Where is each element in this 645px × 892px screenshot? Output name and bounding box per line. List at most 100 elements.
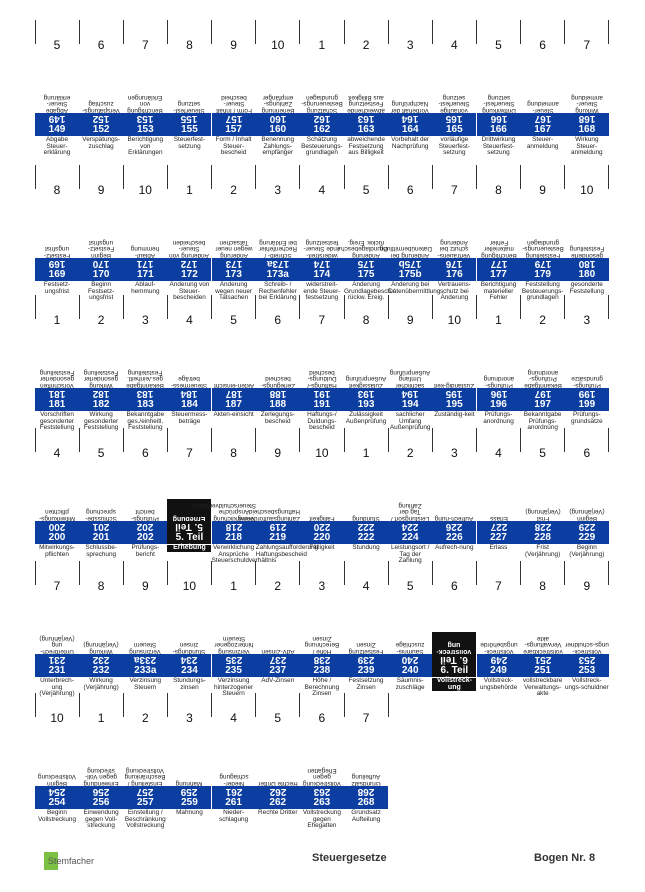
- cut-line: [476, 561, 477, 585]
- paragraph-code: 194: [388, 399, 433, 411]
- tab-number: 9: [406, 313, 414, 327]
- paragraph-code: 235: [211, 665, 256, 677]
- tab-number: 1: [53, 313, 61, 327]
- tab-number: 5: [362, 183, 370, 197]
- tab-number: 10: [580, 183, 594, 197]
- tab-cell: Zuständig-keit 195 195 Zuständig-keit: [432, 366, 477, 450]
- tab-number: 4: [362, 579, 370, 593]
- footer-title: Steuergesetze: [312, 852, 387, 864]
- cut-line: [122, 693, 124, 717]
- mirrored-code: 168: [564, 113, 609, 124]
- paragraph-label: widerstreit-ende Steuer-festsetzung: [303, 281, 341, 302]
- paragraph-code: 228: [520, 532, 565, 544]
- paragraph-label: Akten-einsicht: [213, 411, 254, 418]
- paragraph-code: 233a: [123, 665, 168, 677]
- cut-line: [34, 428, 36, 452]
- tab-number: 6: [406, 183, 414, 197]
- mirrored-code: 237: [255, 654, 300, 665]
- cut-line: [299, 693, 301, 717]
- mirrored-label: Änderung wegen neuer Tatsachen: [215, 238, 253, 259]
- mirrored-code: 174: [299, 258, 344, 269]
- cut-line: [431, 561, 433, 585]
- paragraph-code: 173: [211, 269, 256, 281]
- paragraph-label: Berichtigung materieller Fehler: [480, 281, 517, 302]
- tab-number: 7: [495, 579, 502, 593]
- paragraph-label: Prüfungs-bericht: [131, 544, 160, 558]
- mirrored-label: sachlicher Umfang Außenprüfung: [389, 368, 431, 389]
- cut-line: [387, 295, 389, 319]
- paragraph-code: 177: [476, 269, 521, 281]
- paragraph-code: 165: [432, 124, 477, 136]
- paragraph-label: Rechte Dritter: [258, 809, 298, 816]
- cut-line: [299, 165, 301, 189]
- tab-number: 9: [141, 579, 149, 593]
- paragraph-label: Vollstreck-ungs-schuldner: [564, 677, 609, 691]
- tab-number: 9: [274, 446, 282, 460]
- mirrored-code: 228: [520, 521, 565, 532]
- tab-number: 6: [141, 446, 149, 460]
- mirrored-code: 160: [255, 113, 300, 124]
- tab-number: 10: [50, 711, 64, 725]
- paragraph-label: Benennung Zahlungs-empfänger: [261, 136, 295, 157]
- paragraph-code: 227: [476, 532, 521, 544]
- paragraph-label: Einstellung / Beschränkung Vollstreckung: [124, 809, 166, 830]
- mirrored-label: Verzinsung hinterzogener Steuern: [214, 634, 254, 655]
- tab-cell: Akten-einsicht 187 187 Akten-einsicht: [211, 366, 256, 450]
- tab-cell: Mitwirkungs-pflichten 200 200 Mitwirkungs-p…: [35, 499, 79, 583]
- paragraph-label: Vollstreck-ungsbehörde: [479, 677, 518, 691]
- mirrored-code: 173: [211, 258, 256, 269]
- paragraph-code: 263: [299, 797, 344, 809]
- mirrored-code: 165: [432, 113, 477, 124]
- mirrored-label: Form / Inhalt Steuer-bescheid: [215, 93, 252, 114]
- mirrored-label: Mitwirkungs-pflichten: [39, 508, 75, 522]
- cut-line: [34, 561, 36, 585]
- tab-cell: Verspätungs-zuschlag 152 152 Verspätungs-zu…: [79, 91, 124, 175]
- tab-number: 8: [53, 183, 61, 197]
- mirrored-label: Prüfungs-grundsätze: [570, 375, 603, 389]
- paragraph-code: 253: [564, 665, 609, 677]
- mirrored-label: Bekanntgabe Prüfungs-anordnung: [523, 368, 562, 389]
- paragraph-code: 187: [211, 399, 256, 411]
- paragraph-code: 174: [299, 269, 344, 281]
- mirrored-label: Stundungs-zinsen: [173, 641, 206, 655]
- mirrored-code: 201: [79, 521, 124, 532]
- mirrored-code: 180: [564, 258, 609, 269]
- tab-number: 4: [318, 183, 326, 197]
- tab-cell: Berichtigung materieller Fehler 177 177 Ber…: [476, 236, 521, 320]
- cut-line: [211, 693, 213, 717]
- tab-cell: Nieder-schlagung 261 261 Nieder-schlagung: [211, 764, 256, 848]
- tab-cell: Drittwirkung Steuerfest-setzung 166 166 Dri…: [476, 91, 521, 175]
- cut-line: [211, 295, 213, 319]
- mirrored-label: Leistungsort / Tag der Zahlung: [391, 501, 430, 522]
- mirrored-code: 224: [388, 521, 433, 532]
- tab-number: 4: [230, 711, 237, 725]
- paragraph-label: Vorbehalt der Nachprüfung: [391, 136, 430, 150]
- tab-number: 5: [539, 446, 546, 460]
- tab-cell: Bekanntgabe Prüfungs-anordnung 197 197 Beka…: [520, 366, 565, 450]
- cut-line: [343, 561, 345, 585]
- tab-number: 8: [495, 183, 502, 197]
- mirrored-code: 167: [520, 113, 565, 124]
- paragraph-label: Steuermess-beträge: [171, 411, 208, 425]
- mirrored-label: Vollstreck-ung: [432, 632, 477, 655]
- cut-line: [608, 20, 610, 44]
- mirrored-code: 257: [123, 786, 168, 797]
- tab-cell: Schreib- / Rechenfehler bei Erklärung 173…: [255, 236, 300, 320]
- mirrored-label: Säumnis-zuschläge: [395, 641, 425, 655]
- mirrored-code: 200: [35, 521, 79, 532]
- mirrored-label: Zulässigkeit Außenprüfung: [345, 375, 387, 389]
- cut-line: [255, 295, 257, 319]
- paragraph-code: 226: [432, 532, 477, 544]
- paragraph-code: 238: [299, 665, 344, 677]
- tab-number: 1: [186, 183, 193, 197]
- mirrored-label: Wirkung gesonderter Feststellung: [83, 368, 119, 389]
- cut-line: [122, 295, 124, 319]
- paragraph-code: 183: [123, 399, 168, 411]
- mirrored-label: Vorschriften gesonderter Feststellung: [39, 368, 75, 389]
- tab-number: 1: [318, 38, 326, 52]
- mirrored-code: 239: [344, 654, 389, 665]
- tab-number-row: 4 5 6 7 8 9 10 1 2 3 4 5 6: [35, 446, 609, 464]
- tab-cell: Steuermess-beträge 184 184 Steuermess-beträ…: [167, 366, 212, 450]
- cut-line: [299, 295, 301, 319]
- paragraph-code: 6. Teil: [432, 665, 477, 677]
